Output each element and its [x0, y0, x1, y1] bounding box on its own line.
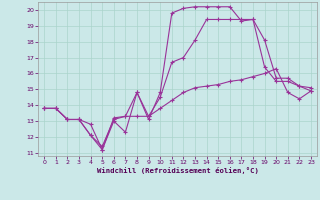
X-axis label: Windchill (Refroidissement éolien,°C): Windchill (Refroidissement éolien,°C) [97, 167, 259, 174]
